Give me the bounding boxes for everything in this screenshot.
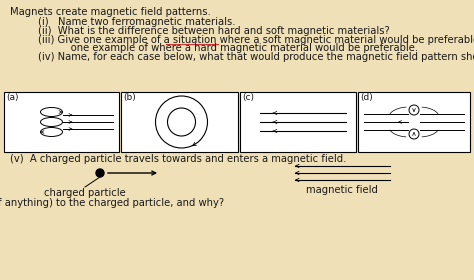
Text: (v)  A charged particle travels towards and enters a magnetic field.: (v) A charged particle travels towards a… — [10, 154, 346, 164]
Circle shape — [409, 129, 419, 139]
Text: charged particle: charged particle — [44, 188, 126, 198]
Text: What happens (if anything) to the charged particle, and why?: What happens (if anything) to the charge… — [0, 198, 224, 208]
Circle shape — [409, 105, 419, 115]
Text: magnetic field: magnetic field — [306, 185, 378, 195]
Text: (ii)  What is the difference between hard and soft magnetic materials?: (ii) What is the difference between hard… — [38, 26, 390, 36]
Text: (i)   Name two ferromagnetic materials.: (i) Name two ferromagnetic materials. — [38, 17, 236, 27]
Bar — [240, 92, 356, 152]
Text: (d): (d) — [360, 93, 373, 102]
Text: one example of where a hard magnetic material would be preferable.: one example of where a hard magnetic mat… — [52, 43, 418, 53]
Bar — [4, 92, 119, 152]
Text: (c): (c) — [242, 93, 254, 102]
Text: (iv) Name, for each case below, what that would produce the magnetic field patte: (iv) Name, for each case below, what tha… — [38, 52, 474, 62]
Text: (b): (b) — [123, 93, 136, 102]
Text: (a): (a) — [6, 93, 18, 102]
Text: (iii) Give one example of a situation where a soft magnetic material would be pr: (iii) Give one example of a situation wh… — [38, 35, 474, 45]
Circle shape — [96, 169, 104, 177]
Bar — [121, 92, 238, 152]
Bar — [358, 92, 470, 152]
Text: Magnets create magnetic field patterns.: Magnets create magnetic field patterns. — [10, 7, 211, 17]
